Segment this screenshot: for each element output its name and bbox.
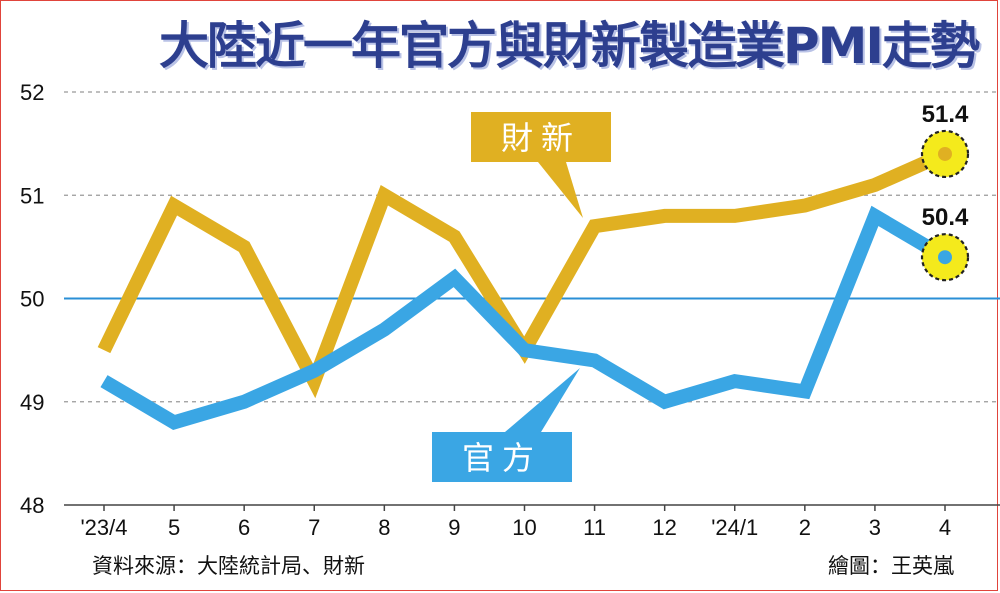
x-tick-label: 12 <box>652 515 676 540</box>
x-axis-labels: '23/4 5 6 7 8 9 10 11 12 '24/1 2 3 4 <box>80 505 951 540</box>
x-tick-label: 2 <box>799 515 811 540</box>
x-tick-label: 7 <box>308 515 320 540</box>
series-line-1 <box>100 205 949 430</box>
y-tick-label: 50 <box>20 287 44 312</box>
y-tick-label: 51 <box>20 183 44 208</box>
credit-note: 繪圖：王英嵐 <box>828 554 954 578</box>
x-tick-label: '23/4 <box>80 515 127 540</box>
end-point <box>938 250 952 265</box>
x-tick-label: 3 <box>869 515 881 540</box>
y-axis-labels: 48 49 50 51 52 <box>20 80 44 518</box>
y-tick-label: 49 <box>20 390 44 415</box>
x-tick-label: 6 <box>238 515 250 540</box>
x-tick-label: 4 <box>939 515 951 540</box>
x-tick-label: 11 <box>583 515 606 540</box>
x-tick-label: '24/1 <box>711 515 758 540</box>
end-markers: 51.4 50.4 <box>920 101 970 282</box>
chart-title: 大陸近一年官方與財新製造業PMI走勢 <box>158 17 980 75</box>
x-tick-label: 9 <box>448 515 460 540</box>
series-label: 財新 <box>501 119 581 157</box>
source-note: 資料來源：大陸統計局、財新 <box>92 554 365 578</box>
callout-pointer <box>538 162 583 218</box>
series-label-box <box>471 112 611 162</box>
series-label: 官方 <box>462 439 542 477</box>
x-tick-label: 5 <box>168 515 180 540</box>
end-value-label: 50.4 <box>922 204 969 231</box>
series-label-box <box>432 432 572 482</box>
y-tick-label: 52 <box>20 80 44 105</box>
end-value-label: 51.4 <box>922 101 969 128</box>
y-tick-label: 48 <box>20 493 44 518</box>
callout-pointer <box>505 368 580 432</box>
x-tick-label: 10 <box>512 515 536 540</box>
end-point <box>938 146 952 161</box>
x-tick-label: 8 <box>378 515 390 540</box>
series-layer <box>97 147 949 430</box>
